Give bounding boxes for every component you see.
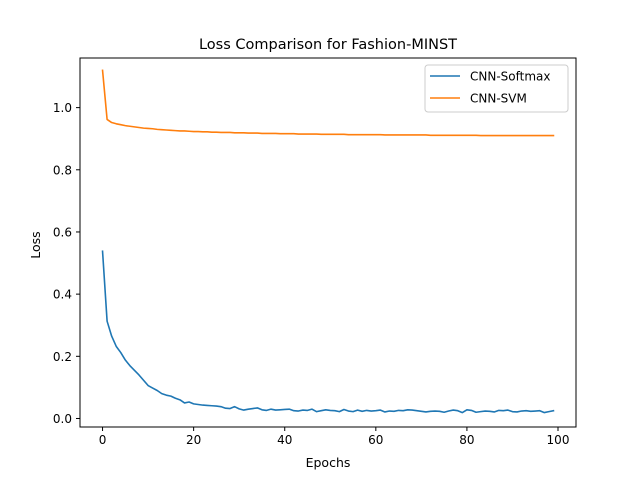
x-tick-label: 80 — [459, 433, 474, 447]
y-tick-label: 0.8 — [53, 163, 72, 177]
legend: CNN-Softmax CNN-SVM — [424, 64, 569, 113]
y-tick-label: 0.6 — [53, 225, 72, 239]
x-axis-label: Epochs — [306, 455, 351, 470]
x-tick-label: 20 — [186, 433, 201, 447]
y-axis-label: Loss — [28, 231, 43, 258]
x-tick-label: 0 — [99, 433, 107, 447]
y-tick-label: 0.4 — [53, 288, 72, 302]
y-tick-label: 1.0 — [53, 101, 72, 115]
chart-title: Loss Comparison for Fashion-MINST — [199, 37, 457, 53]
legend-label: CNN-SVM — [470, 92, 527, 106]
x-tick-label: 40 — [277, 433, 292, 447]
y-tick-label: 0.2 — [53, 350, 72, 364]
x-tick-label: 60 — [368, 433, 383, 447]
legend-label: CNN-Softmax — [470, 70, 550, 84]
y-tick-label: 0.0 — [53, 412, 72, 426]
series-line-cnn-svm — [101, 69, 555, 137]
x-tick-label: 100 — [547, 433, 570, 447]
plot-frame — [79, 57, 577, 428]
series-line-cnn-softmax — [101, 250, 555, 414]
legend-box — [424, 64, 569, 113]
